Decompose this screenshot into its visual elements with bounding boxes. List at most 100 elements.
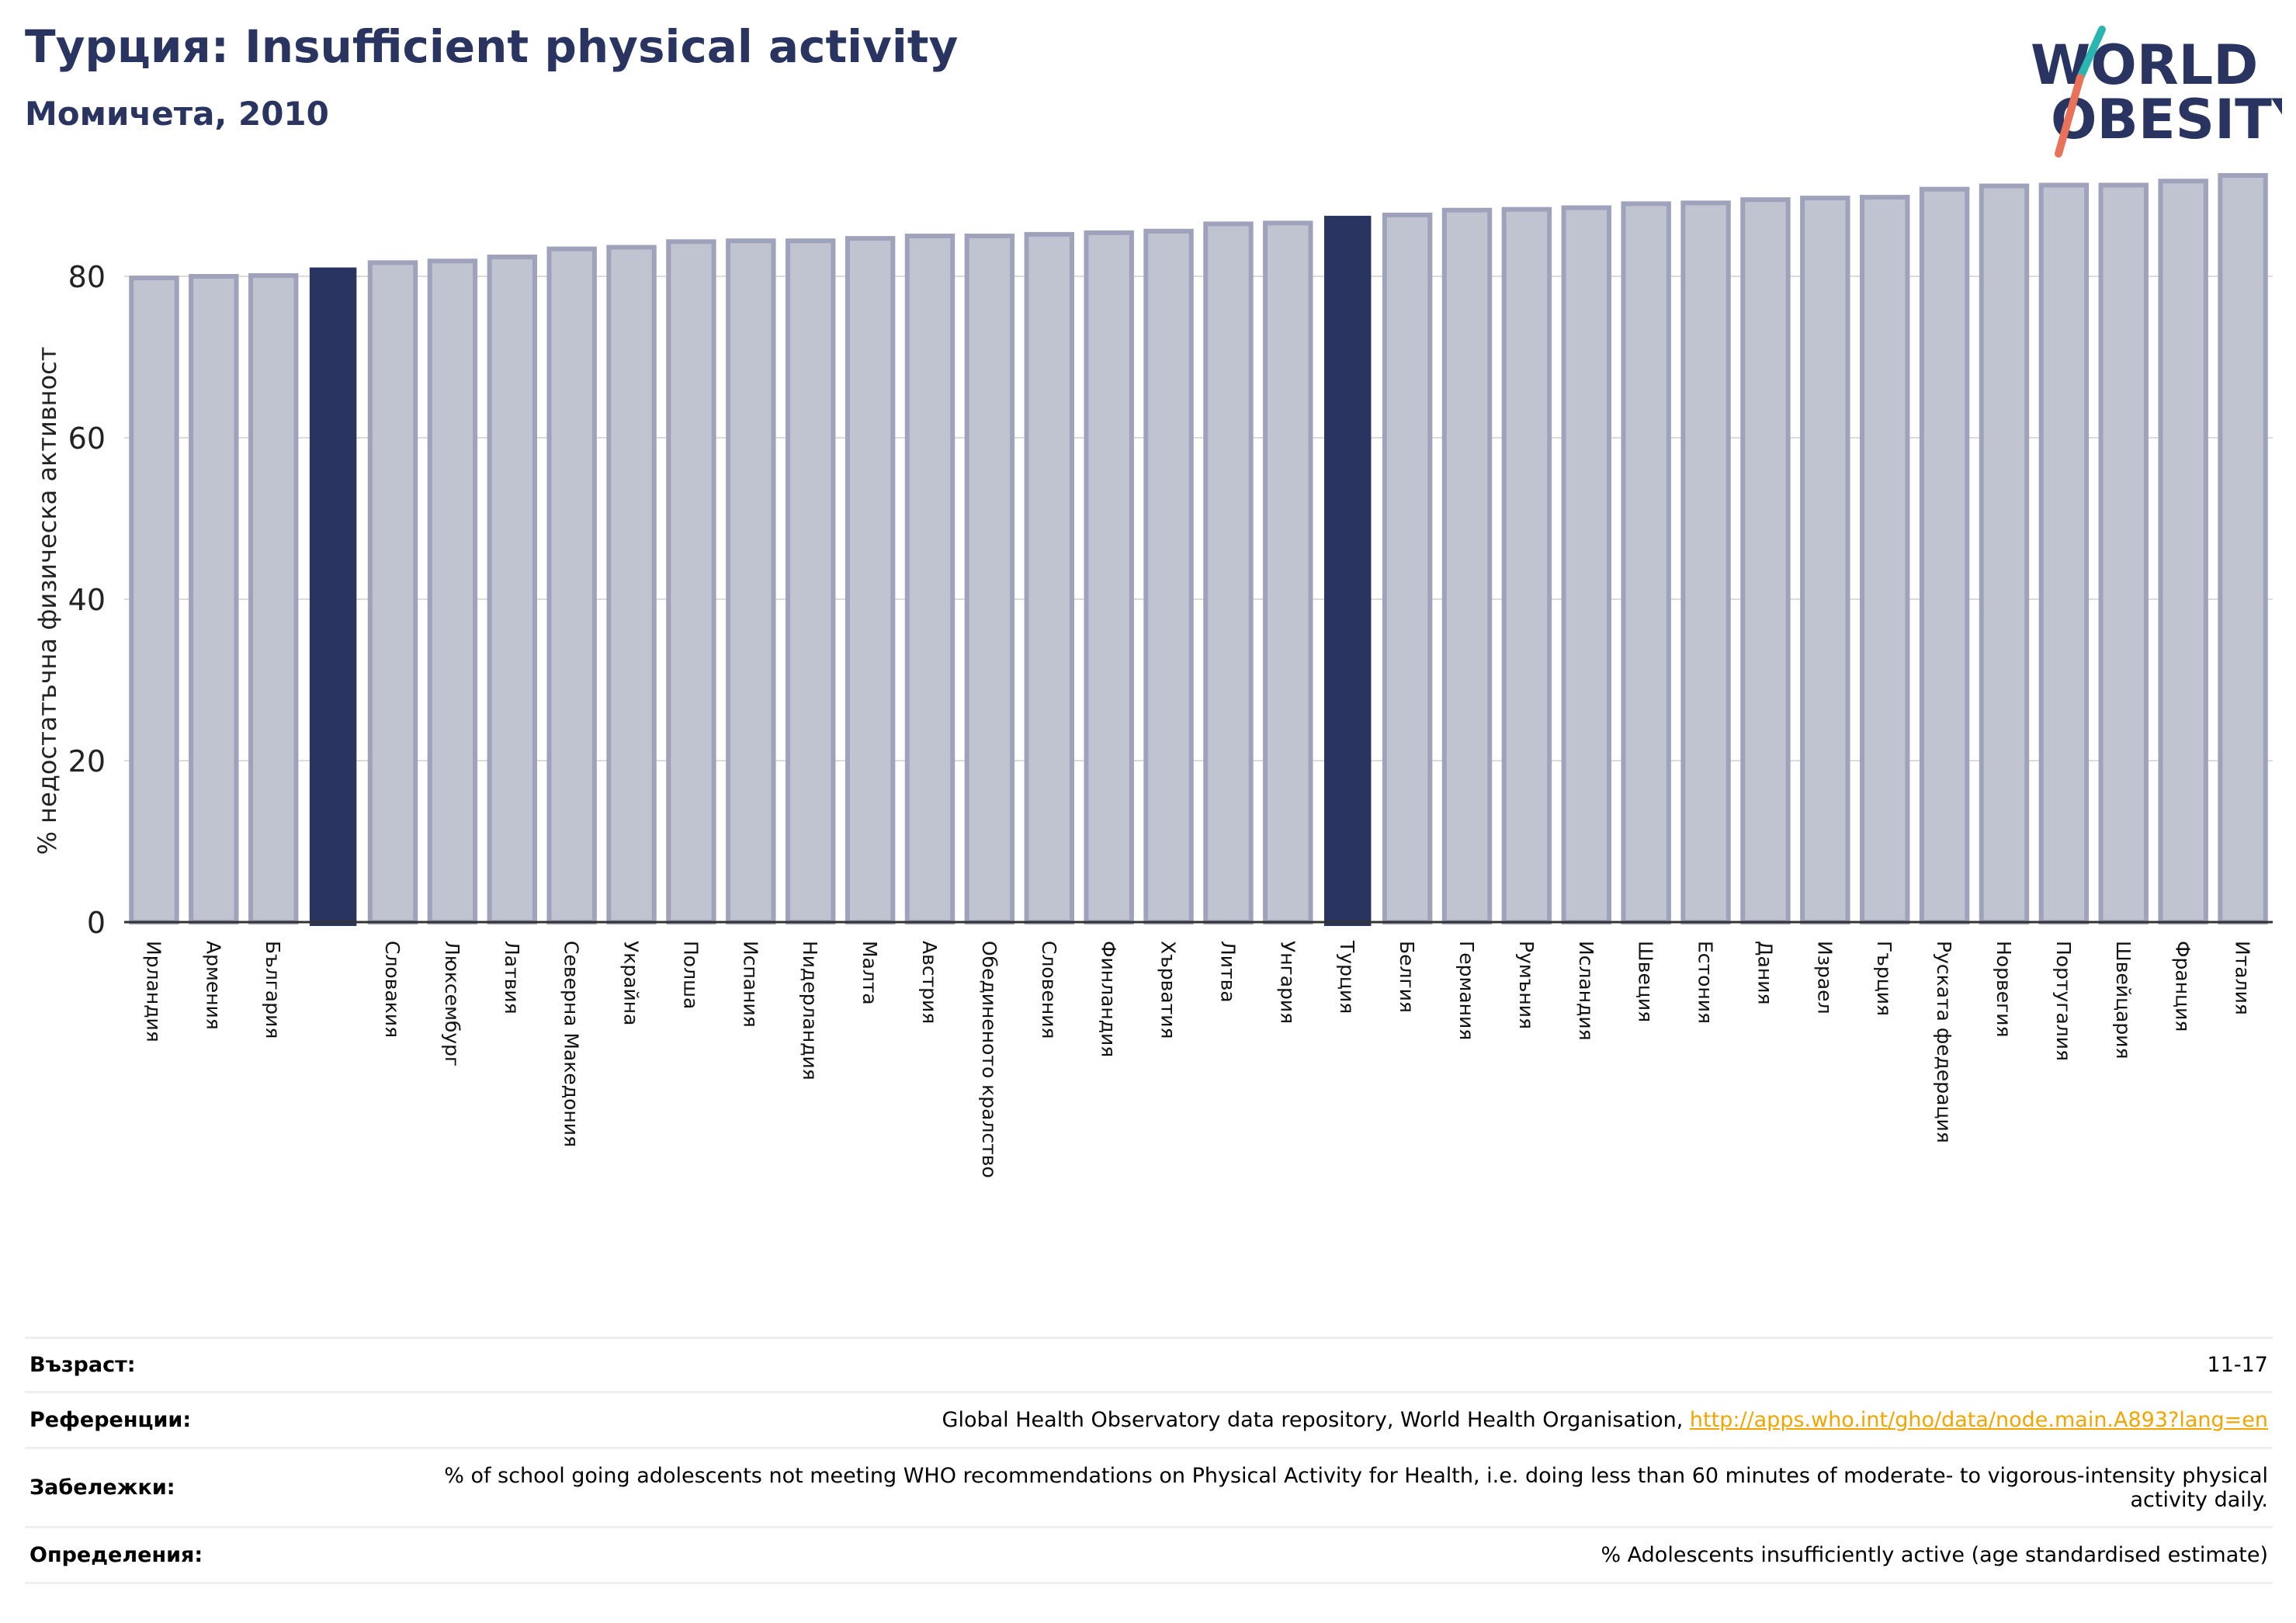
- x-tick-label: Германия: [1455, 941, 1478, 1040]
- bar: [1740, 197, 1791, 924]
- chart-title: Турция: Insufficient physical activity: [25, 20, 959, 73]
- bar-chart: 0 20 40 60 80 % недостатъчна физическа активн…: [33, 173, 2273, 1178]
- x-tick-label: Северна Македония: [560, 941, 583, 1147]
- logo-slash-red: [2055, 74, 2084, 158]
- meta-row-age: Възраст: 11-17: [25, 1337, 2273, 1392]
- meta-label-references: Референции:: [25, 1391, 360, 1448]
- bar: [726, 238, 776, 924]
- bar: [487, 255, 537, 925]
- meta-value-age: 11-17: [360, 1337, 2273, 1392]
- bar: [1203, 221, 1254, 924]
- bar: [2038, 182, 2090, 925]
- y-tick-label: 80: [68, 260, 106, 294]
- bar: [1084, 230, 1134, 924]
- bar: [427, 258, 478, 924]
- bar: [367, 260, 418, 924]
- references-link[interactable]: http://apps.who.int/gho/data/node.main.A…: [1689, 1408, 2268, 1432]
- bar: [904, 234, 956, 924]
- x-tick-label: Франция: [2172, 941, 2194, 1032]
- bar: [309, 267, 357, 927]
- x-tick-label: Румъния: [1515, 941, 1538, 1029]
- bar: [964, 234, 1015, 924]
- meta-label-age: Възраст:: [25, 1337, 360, 1392]
- x-tick-label: Белгия: [1396, 941, 1418, 1013]
- x-tick-label: Полша: [679, 941, 702, 1009]
- bar: [1860, 195, 1910, 924]
- bar: [546, 246, 597, 924]
- references-text: Global Health Observatory data repositor…: [942, 1408, 1690, 1432]
- bar: [1621, 201, 1671, 924]
- y-axis-label: % недостатъчна физическа активност: [33, 347, 62, 855]
- world-obesity-logo: WORLD OBESITY: [2031, 26, 2282, 158]
- bar: [1680, 200, 1731, 924]
- bar: [1979, 183, 2030, 924]
- x-tick-label: Италия: [2232, 941, 2254, 1015]
- bar: [1143, 228, 1194, 924]
- x-tick-label: Словакия: [381, 941, 404, 1038]
- y-tick-label: 20: [68, 744, 106, 779]
- meta-label-notes: Забележки:: [25, 1447, 360, 1528]
- bar: [786, 238, 836, 924]
- meta-value-definitions: % Adolescents insufficiently active (age…: [360, 1526, 2273, 1584]
- bar: [606, 244, 657, 924]
- x-tick-label: Португалия: [2052, 941, 2075, 1061]
- bar: [2218, 173, 2268, 924]
- x-tick-label: Швеция: [1635, 941, 1657, 1022]
- bar: [1800, 196, 1850, 924]
- y-tick-label: 0: [87, 906, 106, 940]
- x-tick-label: Исландия: [1575, 941, 1597, 1041]
- bar: [1561, 205, 1611, 925]
- x-tick-label: Естония: [1694, 941, 1717, 1024]
- metadata-table: Възраст: 11-17 Референции: Global Health…: [25, 1337, 2273, 1584]
- bar: [189, 274, 239, 924]
- meta-row-references: Референции: Global Health Observatory da…: [25, 1391, 2273, 1448]
- bar: [1501, 206, 1552, 924]
- x-tick-label: Норвегия: [1993, 941, 2015, 1038]
- meta-value-notes: % of school going adolescents not meetin…: [360, 1447, 2273, 1528]
- x-tick-label: Люксембург: [441, 941, 463, 1066]
- x-tick-label: Хърватия: [1157, 941, 1180, 1039]
- bar: [1441, 207, 1493, 925]
- y-tick-label: 40: [68, 583, 106, 617]
- bar: [1263, 220, 1313, 924]
- chart-subtitle: Момичета, 2010: [25, 95, 329, 133]
- x-tick-label: Украйна: [620, 941, 643, 1025]
- x-tick-label: Словения: [1038, 941, 1060, 1039]
- meta-row-notes: Забележки: % of school going adolescents…: [25, 1447, 2273, 1528]
- bar: [2098, 182, 2149, 925]
- bar: [1024, 231, 1074, 925]
- bar: [845, 236, 896, 924]
- x-tick-label: Австрия: [918, 941, 941, 1024]
- logo-slash-teal: [2076, 26, 2106, 81]
- meta-value-references: Global Health Observatory data repositor…: [360, 1391, 2273, 1448]
- meta-label-definitions: Определения:: [25, 1526, 360, 1584]
- x-tick-label: Обединеното кралство: [978, 941, 1001, 1178]
- x-tick-label: България: [262, 941, 284, 1039]
- x-tick-label: Армения: [202, 941, 224, 1030]
- x-tick-label: Ирландия: [142, 941, 165, 1042]
- x-tick-label: Руската федерация: [1933, 941, 1955, 1143]
- bar: [666, 239, 716, 924]
- x-tick-label: Турция: [1336, 940, 1358, 1014]
- x-tick-label: Латвия: [501, 941, 523, 1014]
- bar: [1919, 186, 1970, 924]
- x-tick-label: Швейцария: [2112, 941, 2135, 1059]
- bar: [129, 276, 179, 924]
- logo-line1: WORLD: [2031, 33, 2258, 97]
- logo-line2: OBESITY: [2051, 88, 2282, 151]
- x-tick-label: Унгария: [1276, 941, 1299, 1024]
- x-tick-label: Дания: [1753, 941, 1776, 1004]
- x-tick-label: Испания: [739, 941, 761, 1028]
- bar: [248, 272, 299, 924]
- meta-row-definitions: Определения: % Adolescents insufficientl…: [25, 1526, 2273, 1584]
- x-tick-label: Малта: [858, 941, 881, 1005]
- x-tick-label: Финландия: [1098, 941, 1120, 1057]
- x-tick-label: Литва: [1216, 941, 1239, 1003]
- bar: [1382, 212, 1433, 924]
- x-tick-label: Нидерландия: [799, 941, 821, 1080]
- x-tick-label: Гърция: [1873, 941, 1895, 1016]
- y-tick-label: 60: [68, 421, 106, 456]
- bar: [2158, 179, 2208, 924]
- bar: [1324, 216, 1372, 927]
- x-tick-label: Израел: [1813, 941, 1836, 1014]
